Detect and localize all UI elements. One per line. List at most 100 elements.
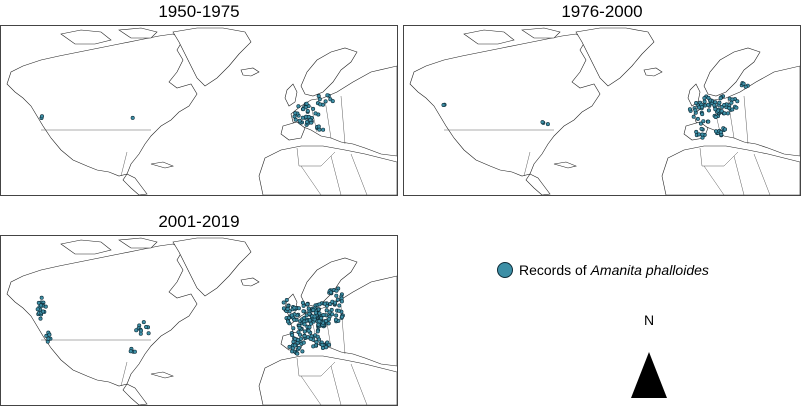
record-point (308, 118, 313, 123)
landmass (258, 355, 397, 405)
record-point (702, 99, 707, 104)
country-border (300, 165, 322, 195)
landmass (290, 65, 397, 157)
record-point (39, 295, 44, 300)
record-point (314, 340, 319, 345)
record-point (320, 342, 325, 347)
landmass (300, 257, 358, 307)
record-point (293, 117, 298, 122)
record-point (706, 108, 711, 113)
legend-label: Records of Amanita phalloides (519, 262, 709, 278)
record-point (38, 303, 43, 308)
record-point (696, 105, 701, 110)
record-point (698, 121, 703, 126)
landmass (172, 27, 252, 87)
country-border (296, 357, 336, 377)
record-point (295, 351, 300, 356)
record-point (289, 313, 294, 318)
record-point (290, 333, 295, 338)
record-point (333, 300, 338, 305)
country-border (340, 95, 346, 145)
basemap (6, 27, 397, 195)
record-point (292, 305, 297, 310)
record-point (301, 309, 306, 314)
record-point (293, 111, 298, 116)
landmass (60, 239, 112, 255)
country-border (523, 151, 531, 177)
country-border (753, 153, 771, 195)
record-point (305, 109, 310, 114)
record-point (297, 345, 302, 350)
record-point (713, 115, 718, 120)
record-point (301, 107, 306, 112)
record-point (317, 302, 322, 307)
record-point (301, 340, 306, 345)
record-point (725, 111, 730, 116)
record-point (729, 100, 734, 105)
record-point (693, 108, 698, 113)
record-point (302, 316, 307, 321)
landmass (122, 173, 148, 195)
record-point (306, 114, 311, 119)
country-border (350, 153, 368, 195)
landmass (122, 383, 148, 405)
north-arrow-icon (631, 352, 667, 398)
north-arrow-label: N (643, 312, 655, 328)
record-point (706, 102, 711, 107)
landmass (525, 173, 551, 195)
landmass (661, 145, 800, 195)
record-point (334, 313, 339, 318)
country-border (703, 165, 725, 195)
record-point (312, 314, 317, 319)
record-point (319, 316, 324, 321)
landmass (118, 27, 158, 39)
landmass (172, 237, 252, 297)
landmass (240, 67, 260, 77)
record-point (305, 335, 310, 340)
landmass (575, 27, 655, 87)
record-point (691, 114, 696, 119)
landmass (150, 161, 174, 169)
record-point (308, 321, 313, 326)
landmass (284, 83, 298, 107)
landmass (553, 161, 577, 169)
landmass (687, 83, 701, 107)
landmass (258, 145, 397, 195)
record-point (128, 349, 133, 354)
record-point (317, 319, 322, 324)
record-point (326, 321, 331, 326)
landmass (6, 33, 198, 177)
record-point (285, 319, 290, 324)
record-point (317, 97, 322, 102)
record-point (316, 124, 321, 129)
record-point (327, 310, 332, 315)
record-point (545, 122, 550, 127)
record-point (307, 325, 312, 330)
map-2001-2019 (0, 235, 398, 406)
record-point (47, 332, 52, 337)
record-point (706, 95, 711, 100)
record-point (321, 127, 326, 132)
country-border (350, 363, 368, 405)
basemap (6, 237, 397, 405)
record-point (336, 308, 341, 313)
panel-title-2001-2019: 2001-2019 (158, 212, 240, 231)
record-point (317, 311, 322, 316)
record-point (296, 306, 301, 311)
record-point (325, 93, 330, 98)
record-point (702, 96, 707, 101)
record-point (132, 349, 137, 354)
record-point (313, 310, 318, 315)
record-point (287, 344, 292, 349)
record-point (727, 106, 732, 111)
record-point (339, 299, 344, 304)
record-point (146, 331, 151, 336)
record-point (323, 319, 328, 324)
record-point (326, 317, 331, 322)
record-point (43, 304, 48, 309)
panel-title-1950-1975: 1950-1975 (158, 2, 240, 21)
record-point (297, 118, 302, 123)
record-point (694, 129, 699, 134)
record-point (315, 329, 320, 334)
record-point (722, 103, 727, 108)
